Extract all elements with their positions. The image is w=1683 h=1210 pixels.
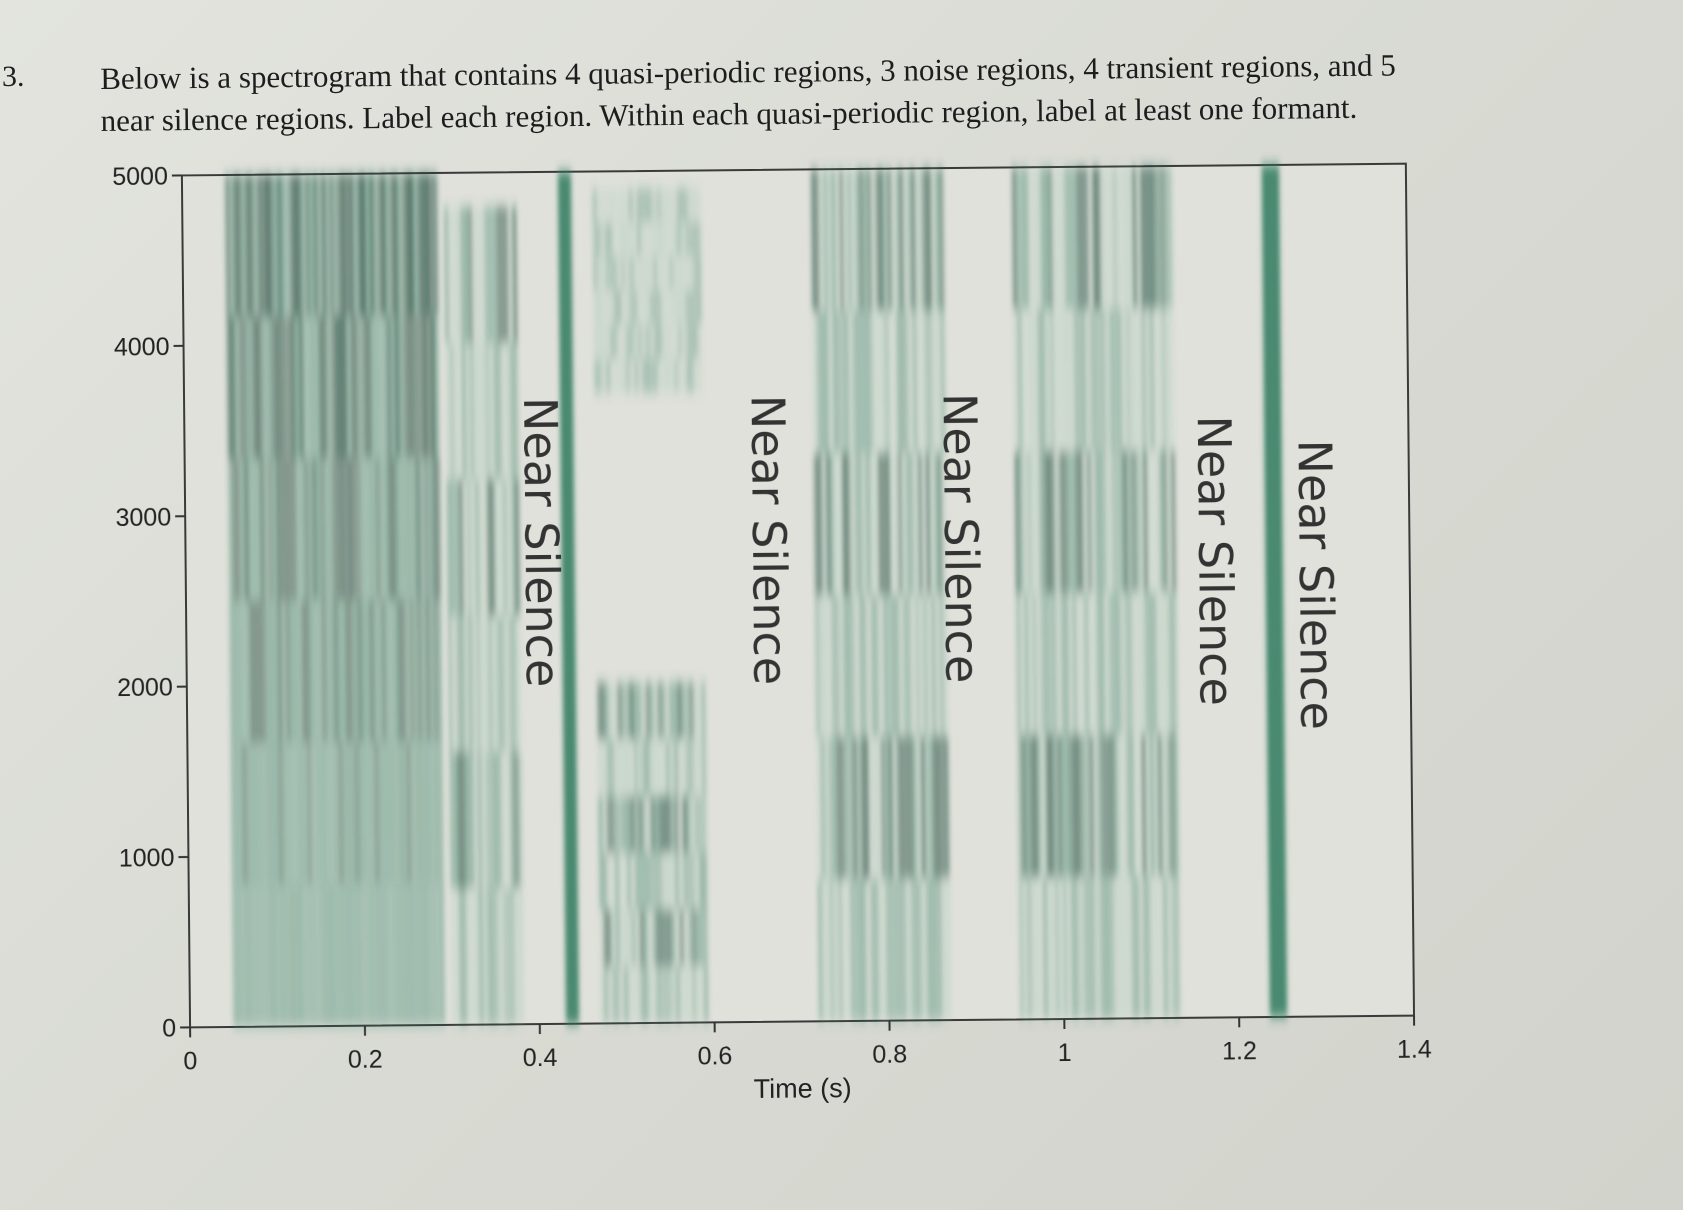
energy-region-formant <box>597 681 708 1024</box>
x-tick-label: 0 <box>183 1047 197 1075</box>
energy-region-noise <box>592 187 702 393</box>
near-silence-annotation: Near Silence <box>933 393 990 684</box>
x-tick-label: 1 <box>1058 1039 1072 1067</box>
x-tick-label: 1.4 <box>1397 1035 1432 1063</box>
question-number: 3. <box>2 60 25 93</box>
x-tick-label: 0.4 <box>523 1044 558 1072</box>
y-tick-label: 5000 <box>112 163 168 192</box>
near-silence-annotation: Near Silence <box>1187 415 1244 706</box>
y-tick-label: 2000 <box>117 674 173 703</box>
plot-area <box>180 162 1416 1029</box>
x-axis-label: Time (s) <box>754 1073 852 1104</box>
y-tick-label: 1000 <box>119 844 175 873</box>
x-tick-label: 0.8 <box>872 1041 907 1069</box>
energy-region-formant <box>444 206 524 1025</box>
y-tick-label: 3000 <box>115 503 171 532</box>
near-silence-annotation: Near Silence <box>513 397 570 688</box>
x-tick-label: 1.2 <box>1222 1037 1257 1065</box>
handwritten-annotations: Near Silence Near Silence Near Silence Near… <box>513 393 1344 730</box>
x-tick-label: 0.6 <box>697 1042 732 1070</box>
energy-region-spike <box>1261 164 1288 1018</box>
x-tick-label: 0.2 <box>348 1046 383 1074</box>
y-tick-label: 0 <box>162 1015 176 1043</box>
spectrogram-energy <box>225 164 1288 1027</box>
energy-region-spike <box>557 171 580 1024</box>
energy-region-broadband <box>225 172 445 1027</box>
y-tick-label: 4000 <box>114 333 170 362</box>
near-silence-annotation: Near Silence <box>740 395 797 686</box>
near-silence-annotation: Near Silence <box>1287 439 1344 730</box>
energy-region-formant <box>811 168 951 1022</box>
energy-region-formant <box>1012 165 1180 1020</box>
axes: 0 0.2 0.4 0.6 0.8 1 1.2 1.4 0 1000 2000 3000 4000 500… <box>112 163 1432 1076</box>
